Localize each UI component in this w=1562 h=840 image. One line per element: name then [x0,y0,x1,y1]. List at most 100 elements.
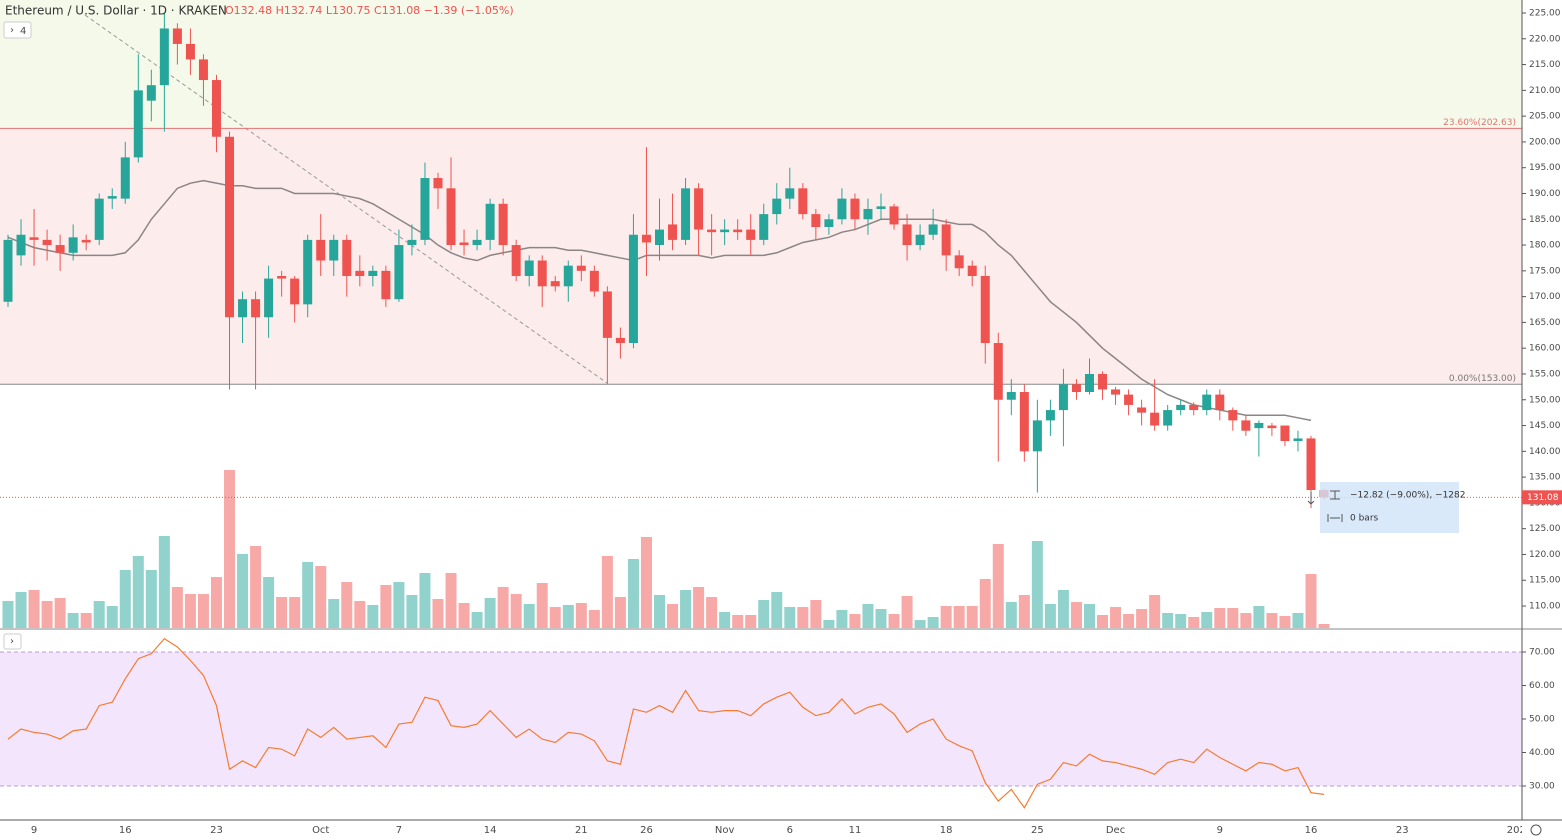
candle-body [368,270,378,276]
candle-body [993,343,1003,400]
volume-bar [1097,615,1109,628]
volume-bar [406,595,418,628]
candle-body [524,260,534,276]
indicator-toggle[interactable] [3,21,32,39]
volume-bar [289,597,301,628]
volume-bar [263,577,275,628]
volume-bar [575,603,587,628]
volume-bar [784,607,796,628]
y-tick-label: 155.00 [1529,369,1561,379]
measure-bars: 0 bars [1350,514,1379,524]
volume-bar [654,595,665,628]
candle-body [967,265,977,276]
volume-bar [341,582,353,628]
y-tick-label: 30.00 [1529,781,1555,791]
y-tick-label: 120.00 [1529,550,1561,560]
background [0,0,1522,786]
candle-body [1006,392,1016,400]
candle-body [1019,392,1029,452]
candle-body [485,203,495,240]
candle-body [329,239,339,261]
volume-bar [367,605,379,628]
volume-bar [1083,604,1095,628]
volume-bar [758,600,770,628]
volume-bar [562,605,574,628]
y-tick-label: 150.00 [1529,395,1561,405]
volume-bar [914,620,926,628]
candle-body [1163,410,1173,426]
volume-bar [15,592,27,628]
volume-bar [627,559,639,628]
candle-body [342,239,352,276]
candle-body [185,43,195,60]
fib-label: 23.60%(202.63) [1443,118,1516,128]
volume-bar [210,577,222,628]
candle-body [1176,404,1186,411]
candle-body [94,198,104,240]
candle-body [707,229,717,233]
volume-bar [706,597,718,628]
x-tick-label: 11 [849,825,862,836]
volume-bar [1110,607,1122,628]
y-tick-label: 170.00 [1529,292,1561,302]
volume-bar [588,610,600,628]
volume-bar [328,599,340,628]
volume-bar [145,570,157,628]
rsi-toggle[interactable] [3,633,22,650]
candle-body [446,188,456,246]
volume-bar [1136,609,1148,628]
fib-zone-upper [0,0,1522,129]
volume-bar [1175,614,1187,628]
hidden-count: 4 [20,26,26,37]
x-tick-label: Nov [715,825,735,836]
candle-body [694,188,704,230]
volume-bar [315,566,327,628]
volume-bar [979,579,991,628]
volume-bar [901,596,913,628]
volume-bar [67,613,79,628]
x-tick-label: Dec [1106,825,1125,836]
candle-body [1071,384,1081,393]
candle-body [537,260,547,287]
volume-bar [510,594,522,628]
y-tick-label: 60.00 [1529,681,1555,691]
volume-bar [224,470,236,628]
volume-bar [601,556,613,628]
volume-bar [302,562,314,628]
volume-bar [2,601,14,628]
x-tick-label: 25 [1031,825,1044,836]
volume-bar [250,546,262,628]
candle-body [1306,438,1316,491]
volume-bar [1123,614,1135,628]
candle-body [1267,425,1277,429]
volume-bar [1005,602,1017,628]
volume-bar [1018,595,1030,628]
candle-body [889,206,899,225]
candle-body [1137,407,1147,413]
candle-body [811,214,821,228]
candle-body [954,255,964,269]
volume-bar [158,536,170,628]
volume-bar [171,587,183,628]
volume-bar [354,601,366,628]
candle-body [837,198,847,220]
candle-body [1202,394,1212,411]
fib-label: 0.00%(153.00) [1449,374,1516,384]
candle-body [1215,394,1225,411]
x-tick-label: 9 [1217,825,1223,836]
volume-bar [1044,604,1056,628]
y-tick-label: 40.00 [1529,748,1555,758]
y-tick-label: 215.00 [1529,60,1561,70]
candle-body [290,278,300,305]
candle-body [68,237,78,253]
y-tick-label: 160.00 [1529,344,1561,354]
x-tick-label: 18 [940,825,953,836]
volume-bar [132,556,144,628]
volume-bar [614,597,626,628]
volume-bar [693,587,705,628]
volume-bar [966,606,978,628]
candle-body [785,188,795,199]
candle-body [1280,425,1290,442]
volume-bar [940,606,952,628]
rsi-toggle-arrow: › [10,636,14,647]
